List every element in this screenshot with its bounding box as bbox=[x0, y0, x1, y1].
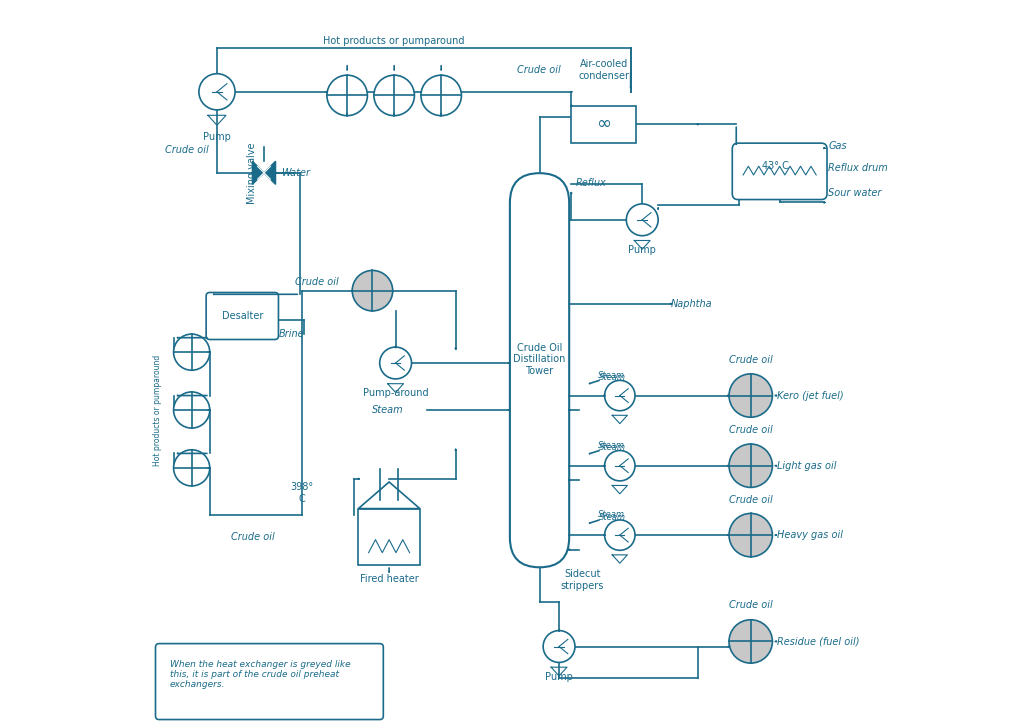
Text: Steam: Steam bbox=[372, 405, 404, 415]
FancyBboxPatch shape bbox=[206, 293, 278, 340]
Circle shape bbox=[421, 76, 461, 115]
FancyBboxPatch shape bbox=[509, 174, 569, 567]
Text: Crude oil: Crude oil bbox=[729, 425, 772, 436]
Circle shape bbox=[729, 374, 772, 417]
Circle shape bbox=[626, 204, 658, 236]
Circle shape bbox=[380, 347, 412, 379]
Text: Reflux drum: Reflux drum bbox=[828, 163, 888, 173]
Text: Steam: Steam bbox=[598, 510, 625, 519]
Text: Crude oil: Crude oil bbox=[295, 277, 339, 287]
FancyBboxPatch shape bbox=[732, 143, 827, 200]
Text: When the heat exchanger is greyed like
this, it is part of the crude oil preheat: When the heat exchanger is greyed like t… bbox=[170, 659, 350, 689]
Text: Steam: Steam bbox=[598, 441, 625, 450]
Text: Mixing valve: Mixing valve bbox=[246, 142, 257, 203]
Text: Crude oil: Crude oil bbox=[518, 65, 561, 75]
Text: Steam: Steam bbox=[599, 443, 625, 452]
Polygon shape bbox=[358, 482, 420, 509]
Text: Crude oil: Crude oil bbox=[231, 531, 275, 542]
Circle shape bbox=[199, 74, 235, 110]
Text: Light gas oil: Light gas oil bbox=[777, 461, 837, 470]
Polygon shape bbox=[253, 161, 264, 184]
Text: Sour water: Sour water bbox=[828, 188, 881, 198]
Text: Crude oil: Crude oil bbox=[165, 144, 208, 155]
Text: Desalter: Desalter bbox=[222, 311, 263, 321]
Text: Sidecut
strippers: Sidecut strippers bbox=[561, 569, 604, 591]
Text: Gas: Gas bbox=[828, 141, 846, 151]
Text: Air-cooled
condenser: Air-cooled condenser bbox=[578, 60, 630, 81]
Text: 398°
C: 398° C bbox=[290, 482, 313, 504]
Bar bbox=[571, 105, 637, 143]
Text: Hot products or pumparound: Hot products or pumparound bbox=[153, 354, 162, 465]
Text: Steam: Steam bbox=[598, 371, 625, 380]
Text: Crude Oil
Distillation
Tower: Crude Oil Distillation Tower bbox=[514, 343, 566, 376]
Circle shape bbox=[174, 392, 210, 428]
Text: Pump-around: Pump-around bbox=[363, 388, 428, 399]
Text: Crude oil: Crude oil bbox=[729, 355, 772, 365]
Text: Steam: Steam bbox=[599, 513, 625, 521]
Text: Crude oil: Crude oil bbox=[729, 600, 772, 611]
Circle shape bbox=[174, 334, 210, 370]
Circle shape bbox=[605, 451, 635, 481]
Text: Pump: Pump bbox=[545, 672, 573, 682]
Circle shape bbox=[543, 631, 575, 662]
Text: ∞: ∞ bbox=[597, 115, 611, 134]
Polygon shape bbox=[264, 161, 275, 184]
Text: Crude oil: Crude oil bbox=[729, 494, 772, 505]
Text: Reflux: Reflux bbox=[576, 178, 607, 188]
Circle shape bbox=[307, 668, 344, 706]
FancyBboxPatch shape bbox=[155, 644, 383, 719]
Circle shape bbox=[374, 76, 415, 115]
Circle shape bbox=[729, 620, 772, 663]
Circle shape bbox=[605, 380, 635, 411]
Text: Kero (jet fuel): Kero (jet fuel) bbox=[777, 391, 844, 401]
Text: Water: Water bbox=[280, 168, 309, 178]
Text: Naphtha: Naphtha bbox=[672, 298, 713, 309]
Text: Steam: Steam bbox=[599, 373, 625, 382]
Text: Residue (fuel oil): Residue (fuel oil) bbox=[777, 637, 860, 646]
Text: Pump: Pump bbox=[203, 131, 231, 142]
Text: Pump: Pump bbox=[629, 245, 656, 255]
Circle shape bbox=[174, 450, 210, 486]
Circle shape bbox=[327, 76, 368, 115]
Circle shape bbox=[729, 513, 772, 557]
Circle shape bbox=[729, 444, 772, 487]
Circle shape bbox=[605, 520, 635, 550]
Text: Fired heater: Fired heater bbox=[359, 574, 418, 584]
Text: 43° C: 43° C bbox=[762, 160, 789, 171]
Text: Hot products or pumparound: Hot products or pumparound bbox=[324, 36, 465, 46]
Circle shape bbox=[352, 270, 392, 311]
Text: Heavy gas oil: Heavy gas oil bbox=[777, 530, 843, 540]
Bar bbox=[358, 509, 420, 565]
Text: Brine: Brine bbox=[278, 329, 304, 339]
